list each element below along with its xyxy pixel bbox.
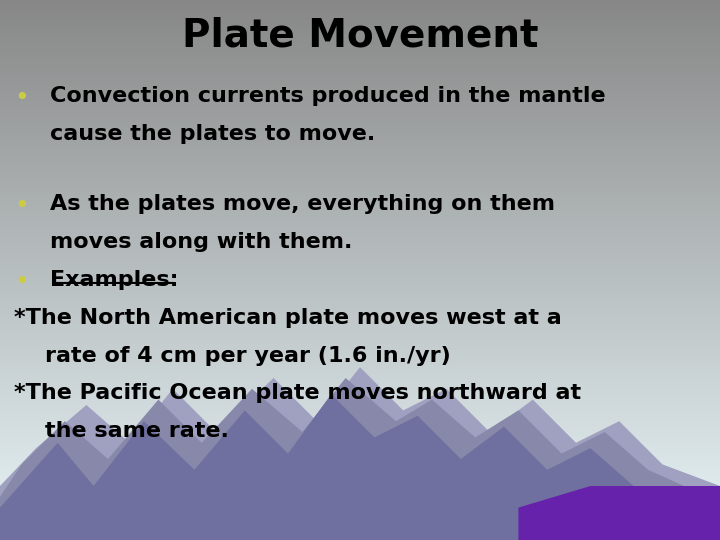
Text: Plate Movement: Plate Movement	[181, 16, 539, 54]
Text: Convection currents produced in the mantle: Convection currents produced in the mant…	[50, 86, 606, 106]
Text: cause the plates to move.: cause the plates to move.	[50, 124, 376, 144]
Text: •: •	[14, 270, 29, 294]
Polygon shape	[0, 378, 720, 540]
Text: *The Pacific Ocean plate moves northward at: *The Pacific Ocean plate moves northward…	[14, 383, 582, 403]
Polygon shape	[518, 486, 720, 540]
Text: As the plates move, everything on them: As the plates move, everything on them	[50, 194, 555, 214]
Text: the same rate.: the same rate.	[14, 421, 229, 441]
Text: moves along with them.: moves along with them.	[50, 232, 353, 252]
Text: •: •	[14, 194, 29, 218]
Text: •: •	[14, 86, 29, 110]
Text: rate of 4 cm per year (1.6 in./yr): rate of 4 cm per year (1.6 in./yr)	[14, 346, 451, 366]
Polygon shape	[0, 367, 720, 540]
Polygon shape	[0, 394, 720, 540]
Text: Examples:: Examples:	[50, 270, 179, 290]
Text: *The North American plate moves west at a: *The North American plate moves west at …	[14, 308, 562, 328]
